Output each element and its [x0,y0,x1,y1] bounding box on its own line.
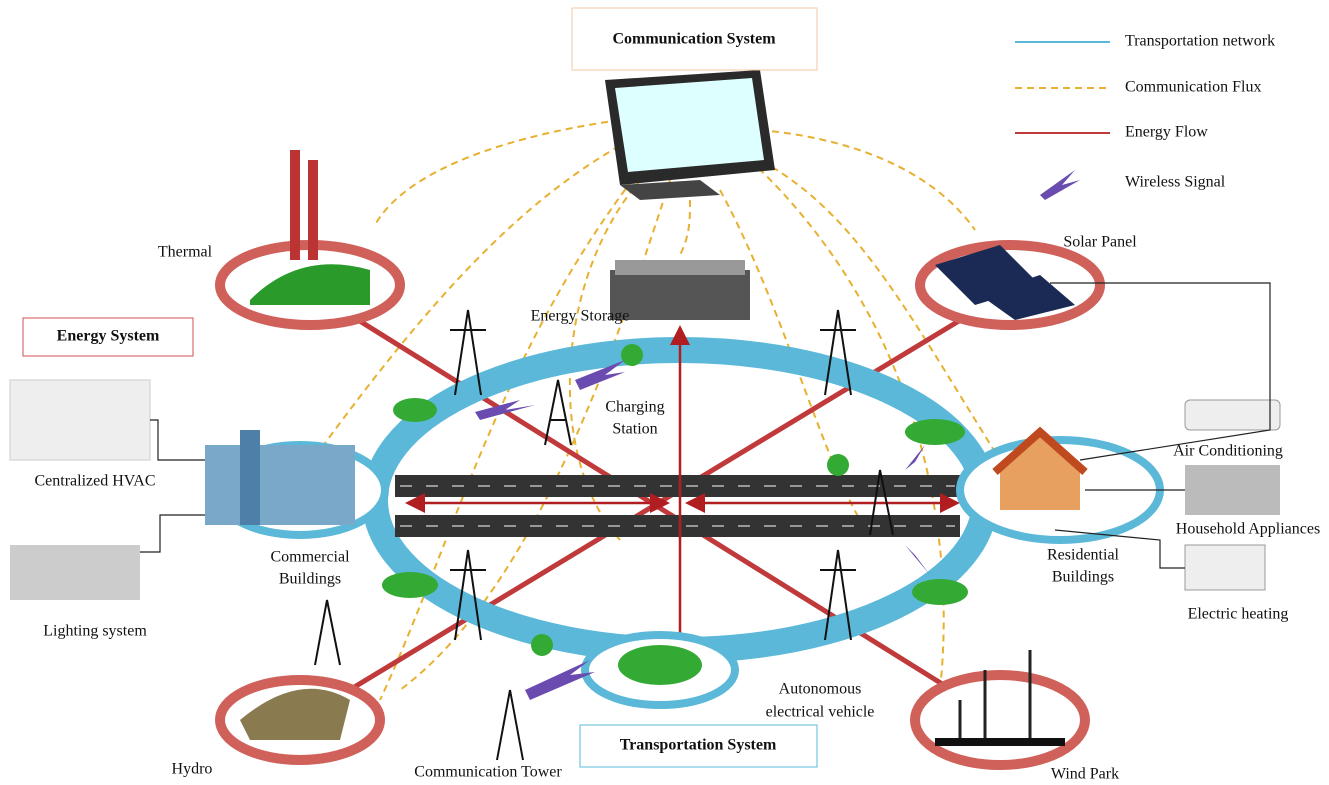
label: Autonomous [779,681,862,698]
box-title: Energy System [57,328,160,345]
label: Communication Tower [414,764,562,781]
label: Centralized HVAC [34,473,155,490]
label: Residential [1047,547,1120,564]
legend-label: Wireless Signal [1125,174,1226,191]
label: Household Appliances [1176,521,1320,538]
box-title: Transportation System [620,737,777,754]
legend-label: Energy Flow [1125,124,1208,141]
legend-label: Transportation network [1125,33,1275,50]
label: Buildings [1052,569,1114,586]
label: Station [612,421,657,438]
labels: Thermal Energy Storage Solar Panel Charg… [34,234,1320,783]
label: Wind Park [1051,766,1119,783]
legend-label: Communication Flux [1125,79,1261,96]
label: Lighting system [43,623,147,640]
label: Charging [605,399,664,416]
icons [9,70,1281,761]
label: Thermal [158,244,213,261]
label: Energy Storage [531,308,630,325]
label: Commercial [270,549,350,566]
label: Solar Panel [1063,234,1137,251]
label: Buildings [279,571,341,588]
label: Air Conditioning [1173,443,1283,460]
label: electrical vehicle [766,704,875,721]
label: Electric heating [1188,606,1289,623]
box-title: Communication System [612,31,776,48]
label: Hydro [172,761,213,778]
legend: Transportation network Communication Flu… [1015,33,1275,200]
connectors [140,282,1271,569]
title-boxes: Communication System Energy System Trans… [22,7,818,768]
